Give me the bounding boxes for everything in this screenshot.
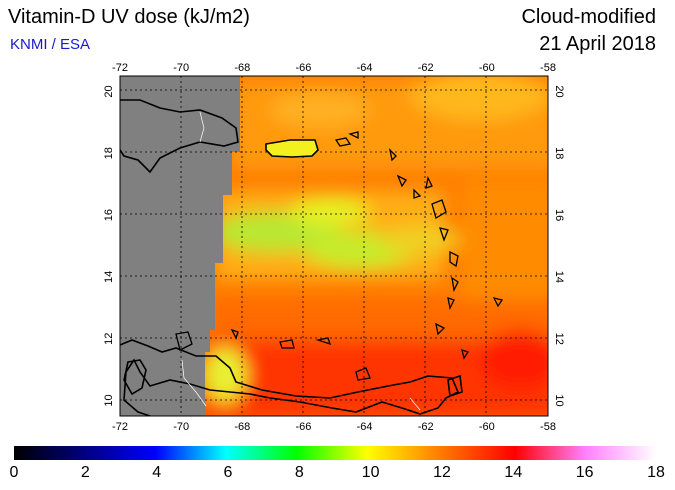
south-america-coast bbox=[120, 339, 460, 416]
colorbar-label: 8 bbox=[294, 464, 304, 481]
lat-tick-label-left: 14 bbox=[103, 271, 115, 283]
uv-field-structure bbox=[200, 76, 548, 416]
lat-tick-label-right: 20 bbox=[553, 85, 565, 97]
colorbar-label: 16 bbox=[575, 464, 594, 481]
lon-tick-label-top: -58 bbox=[540, 62, 556, 74]
puerto-rico-coast bbox=[265, 139, 319, 158]
graticule bbox=[120, 76, 548, 416]
lon-tick-label-top: -70 bbox=[173, 62, 189, 74]
colorbar-label: 10 bbox=[361, 464, 380, 481]
colorbar-label: 4 bbox=[152, 464, 162, 481]
lat-tick-label-right: 12 bbox=[553, 333, 565, 345]
lon-tick-label-top: -62 bbox=[418, 62, 434, 74]
lat-tick-label-left: 18 bbox=[103, 147, 115, 159]
colorbar-label: 0 bbox=[9, 464, 19, 481]
colorbar-label: 14 bbox=[504, 464, 523, 481]
lon-tick-label-top: -64 bbox=[357, 62, 373, 74]
lon-tick-label-bottom: -58 bbox=[540, 421, 556, 433]
lon-tick-label-bottom: -72 bbox=[112, 421, 128, 433]
coastlines bbox=[120, 99, 463, 416]
colorbar-label: 18 bbox=[647, 464, 665, 481]
colorbar-scale bbox=[14, 446, 656, 460]
lat-tick-label-right: 14 bbox=[553, 271, 565, 283]
lat-tick-label-right: 18 bbox=[553, 147, 565, 159]
lon-tick-label-top: -68 bbox=[234, 62, 250, 74]
hispaniola-coast bbox=[120, 99, 239, 174]
lon-tick-label-top: -60 bbox=[479, 62, 495, 74]
lon-tick-label-bottom: -68 bbox=[234, 421, 250, 433]
colorbar-label: 6 bbox=[223, 464, 233, 481]
credit-label: KNMI / ESA bbox=[10, 36, 91, 53]
lon-tick-label-top: -72 bbox=[112, 62, 128, 74]
maracaibo-lake bbox=[123, 359, 147, 396]
colorbar-label: 12 bbox=[433, 464, 451, 481]
map-title: Vitamin-D UV dose (kJ/m2) bbox=[8, 6, 250, 28]
lat-tick-label-right: 16 bbox=[553, 209, 565, 221]
lat-tick-label-left: 10 bbox=[103, 394, 115, 406]
trinidad-coast bbox=[447, 374, 463, 398]
map-frame bbox=[119, 75, 549, 417]
borders bbox=[181, 111, 421, 411]
lat-tick-label-left: 16 bbox=[103, 209, 115, 221]
lon-tick-label-bottom: -62 bbox=[418, 421, 434, 433]
date-label: 21 April 2018 bbox=[539, 33, 656, 55]
lesser-antilles bbox=[175, 131, 504, 381]
lat-tick-label-left: 20 bbox=[103, 85, 115, 97]
colorbar-label: 2 bbox=[80, 464, 90, 481]
lat-tick-label-right: 10 bbox=[553, 394, 565, 406]
lon-tick-label-top: -66 bbox=[295, 62, 311, 74]
lon-tick-label-bottom: -64 bbox=[357, 421, 373, 433]
product-label: Cloud-modified bbox=[521, 6, 656, 28]
lon-tick-label-bottom: -60 bbox=[479, 421, 495, 433]
lon-tick-label-bottom: -70 bbox=[173, 421, 189, 433]
no-data-area bbox=[120, 76, 240, 416]
lat-tick-label-left: 12 bbox=[103, 333, 115, 345]
lon-tick-label-bottom: -66 bbox=[295, 421, 311, 433]
